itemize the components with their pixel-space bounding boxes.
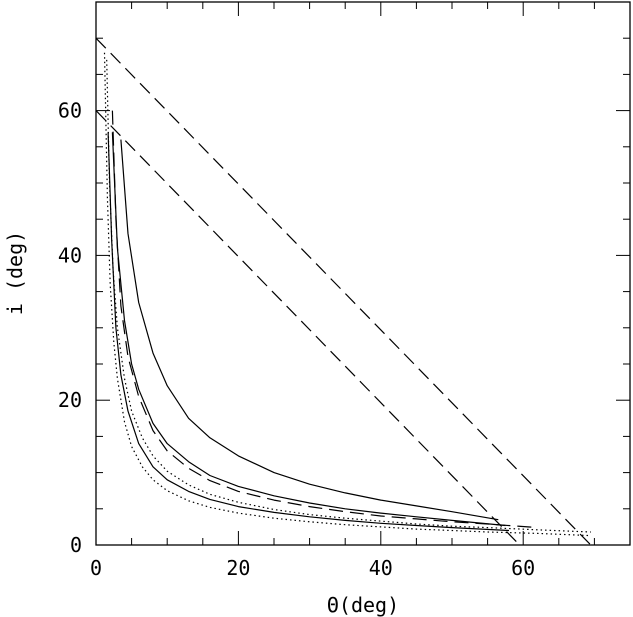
y-tick-label: 20 [58, 388, 82, 412]
series-solid-line [120, 139, 499, 521]
y-axis-title: i (deg) [3, 231, 27, 315]
x-tick-label: 0 [90, 556, 102, 580]
axis-ticks [95, 1, 631, 546]
x-tick-label: 40 [369, 556, 393, 580]
series-dashed-line [95, 110, 521, 546]
series-solid-line [111, 132, 506, 527]
series-dashed-line [95, 37, 592, 546]
series-dashed-line [111, 110, 538, 529]
series-solid-line [107, 132, 510, 532]
series-dotted-line [103, 52, 591, 537]
y-tick-label: 0 [70, 533, 82, 557]
x-tick-label: 20 [226, 556, 250, 580]
curves-layer [95, 37, 592, 546]
y-tick-label: 40 [58, 243, 82, 267]
y-tick-label: 60 [58, 99, 82, 123]
x-tick-label: 60 [511, 556, 535, 580]
plot-frame [95, 1, 631, 546]
x-axis-title: Θ(deg) [327, 593, 399, 617]
tick-labels: 0 20 40 60 0 20 40 60 [58, 99, 535, 580]
